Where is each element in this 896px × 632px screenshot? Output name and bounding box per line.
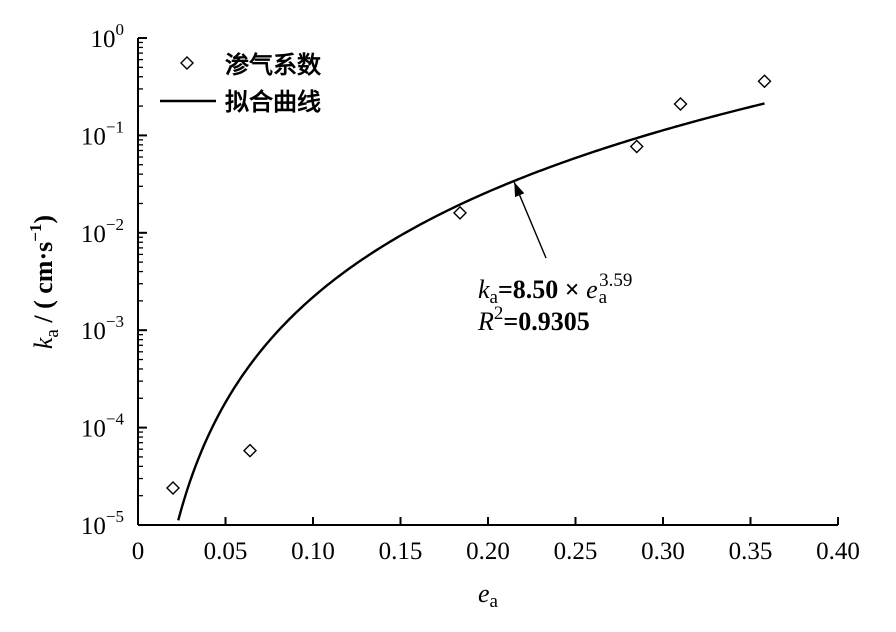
legend-label-permeability: 渗气系数 bbox=[225, 51, 322, 79]
x-tick-label: 0.30 bbox=[641, 538, 685, 565]
x-axis-label: ea bbox=[478, 579, 499, 612]
y-tick-label: 10−4 bbox=[81, 410, 125, 443]
x-tick-label: 0.40 bbox=[816, 538, 860, 565]
x-tick-label: 0.35 bbox=[729, 538, 773, 565]
x-tick-label: 0.25 bbox=[554, 538, 598, 565]
data-point bbox=[243, 443, 257, 458]
annotation-arrowhead bbox=[514, 182, 525, 198]
data-point bbox=[629, 139, 644, 154]
fit-equation: ka=8.50 × ea3.59 bbox=[478, 270, 632, 308]
y-tick-label: 10−5 bbox=[81, 507, 124, 540]
legend-diamond-marker bbox=[180, 56, 194, 70]
x-tick-label: 0.05 bbox=[204, 538, 248, 565]
data-point bbox=[166, 480, 180, 495]
x-tick-label: 0.10 bbox=[291, 538, 335, 565]
x-tick-label: 0.15 bbox=[379, 538, 423, 565]
data-point bbox=[673, 97, 688, 112]
y-tick-label: 100 bbox=[91, 20, 125, 53]
y-axis-ticks: 100 10−1 10−2 10−3 10−4 10−5 bbox=[81, 20, 147, 540]
legend: 渗气系数 拟合曲线 bbox=[160, 51, 322, 116]
y-tick-label: 10−2 bbox=[81, 215, 124, 248]
y-tick-label: 10−3 bbox=[81, 312, 124, 345]
legend-label-fit: 拟合曲线 bbox=[225, 88, 321, 116]
x-tick-label: 0.20 bbox=[466, 538, 510, 565]
data-points bbox=[166, 74, 772, 495]
x-tick-label: 0 bbox=[132, 538, 145, 565]
fit-annotation: ka=8.50 × ea3.59 R2=0.9305 bbox=[477, 182, 632, 336]
fit-curve-line bbox=[177, 102, 765, 521]
data-point bbox=[453, 205, 467, 220]
y-tick-label: 10−1 bbox=[81, 117, 124, 150]
y-axis-label: ka / ( cm·s−1) bbox=[26, 215, 63, 349]
r-squared: R2=0.9305 bbox=[477, 303, 590, 336]
x-axis-ticks: 0 0.05 0.10 0.15 0.20 0.25 0.30 0.35 0.40 bbox=[132, 517, 860, 565]
data-point bbox=[757, 74, 772, 89]
